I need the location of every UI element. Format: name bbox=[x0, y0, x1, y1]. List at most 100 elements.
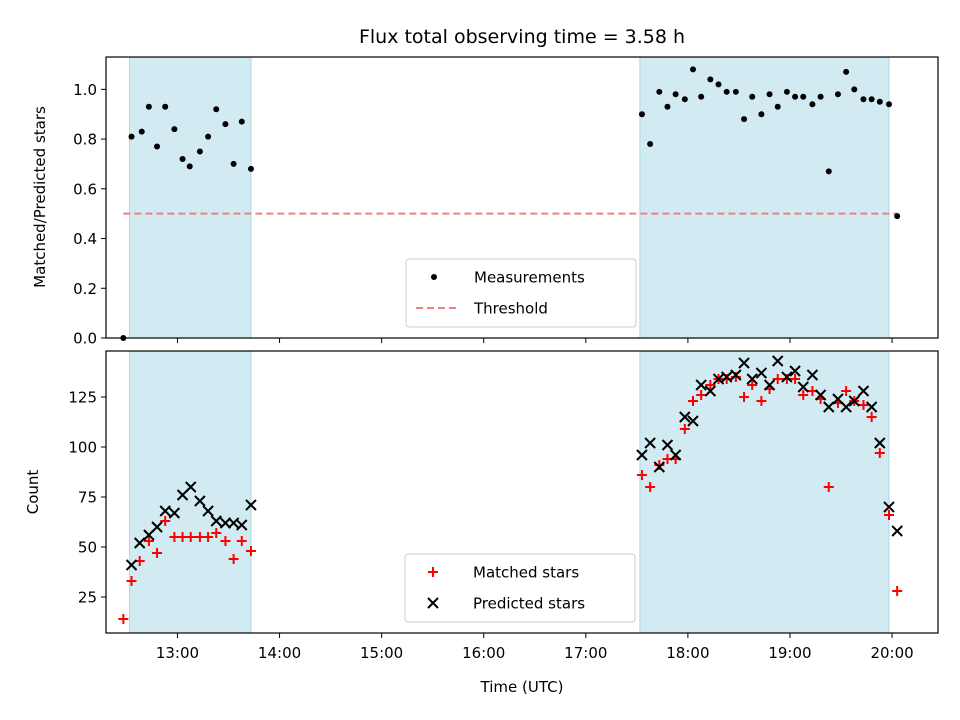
matched-star-point bbox=[866, 412, 877, 422]
measurement-point bbox=[656, 88, 663, 95]
matched-star-point bbox=[874, 448, 885, 458]
predicted-star-point bbox=[168, 507, 181, 519]
matched-star-point bbox=[772, 374, 783, 384]
predicted-star-point bbox=[781, 371, 793, 383]
predicted-star-point bbox=[720, 371, 733, 383]
matched-star-point bbox=[798, 390, 809, 400]
measurement-point bbox=[689, 66, 696, 73]
measurement-point bbox=[222, 121, 229, 128]
measurement-point bbox=[205, 133, 212, 140]
matched-star-point bbox=[185, 532, 196, 542]
predicted-star-point bbox=[219, 517, 232, 529]
y-tick-label: 25 bbox=[78, 589, 97, 607]
observing-interval-band bbox=[639, 56, 890, 339]
matched-star-point bbox=[236, 536, 247, 546]
predicted-star-point bbox=[695, 379, 707, 391]
observing-interval-band bbox=[128, 56, 252, 339]
chart-title: Flux total observing time = 3.58 h bbox=[359, 26, 685, 48]
measurement-point bbox=[792, 93, 799, 100]
x-tick-label: 17:00 bbox=[564, 644, 607, 662]
matched-star-point bbox=[220, 536, 231, 546]
measurement-point bbox=[758, 111, 765, 118]
measurement-point bbox=[800, 93, 807, 100]
measurement-point bbox=[732, 88, 739, 95]
measurement-point bbox=[154, 143, 161, 150]
axes-frame bbox=[105, 56, 939, 339]
y-tick-label: 100 bbox=[68, 439, 97, 457]
predicted-star-point bbox=[151, 521, 163, 533]
predicted-star-point bbox=[236, 519, 248, 531]
matched-star-point bbox=[687, 396, 698, 406]
measurement-point bbox=[707, 76, 714, 83]
predicted-star-point bbox=[210, 515, 222, 527]
x-tick-label: 16:00 bbox=[462, 644, 505, 662]
measurement-point bbox=[664, 103, 671, 110]
legend-measurement-marker bbox=[431, 274, 437, 280]
predicted-star-point bbox=[245, 499, 257, 511]
measurement-point bbox=[186, 163, 193, 170]
predicted-star-point bbox=[772, 355, 784, 367]
y-tick-label: 0.2 bbox=[73, 280, 97, 298]
predicted-star-point bbox=[644, 437, 656, 449]
matched-star-point bbox=[636, 470, 647, 480]
x-axis-label: Time (UTC) bbox=[480, 678, 564, 696]
top-y-axis-label: Matched/Predicted stars bbox=[31, 106, 49, 288]
measurement-point bbox=[247, 165, 254, 172]
matched-star-point bbox=[143, 536, 154, 546]
predicted-star-point bbox=[704, 385, 717, 397]
matched-star-point bbox=[118, 614, 129, 624]
measurement-point bbox=[843, 68, 850, 75]
measurement-point bbox=[138, 128, 145, 135]
x-tick-label: 19:00 bbox=[768, 644, 811, 662]
measurement-point bbox=[741, 116, 748, 123]
measurement-point bbox=[766, 91, 773, 98]
matched-star-point bbox=[739, 392, 750, 402]
matched-star-point bbox=[152, 548, 163, 558]
y-tick-label: 75 bbox=[78, 489, 97, 507]
legend-label: Predicted stars bbox=[473, 595, 585, 613]
predicted-star-point bbox=[840, 401, 852, 413]
measurement-point bbox=[774, 103, 781, 110]
predicted-star-point bbox=[738, 357, 750, 369]
measurement-point bbox=[179, 155, 186, 162]
matched-star-point bbox=[211, 528, 222, 538]
predicted-star-point bbox=[125, 559, 138, 571]
matched-star-point bbox=[747, 380, 758, 390]
measurement-point bbox=[825, 168, 832, 175]
measurement-point bbox=[783, 88, 790, 95]
y-tick-label: 0.8 bbox=[73, 131, 97, 149]
x-tick-label: 15:00 bbox=[360, 644, 403, 662]
predicted-star-point bbox=[185, 481, 197, 493]
bottom-y-axis-label: Count bbox=[24, 470, 42, 515]
measurement-point bbox=[876, 98, 883, 105]
y-tick-label: 0.6 bbox=[73, 180, 97, 198]
measurement-point bbox=[213, 106, 220, 113]
predicted-star-point bbox=[730, 369, 742, 381]
matched-star-point bbox=[756, 396, 767, 406]
y-tick-label: 125 bbox=[68, 389, 97, 407]
x-tick-label: 18:00 bbox=[666, 644, 709, 662]
predicted-star-point bbox=[823, 401, 835, 413]
matched-star-point bbox=[841, 386, 852, 396]
legend-matched-marker bbox=[428, 567, 438, 577]
legend-box bbox=[405, 258, 637, 328]
matched-star-point bbox=[858, 400, 869, 410]
legend: Measurements Threshold bbox=[405, 258, 637, 328]
predicted-star-point bbox=[679, 411, 691, 423]
predicted-star-point bbox=[133, 537, 146, 549]
predicted-star-point bbox=[883, 501, 895, 513]
y-tick-label: 1.0 bbox=[73, 81, 97, 99]
legend-label: Matched stars bbox=[473, 564, 579, 582]
predicted-star-point bbox=[797, 381, 809, 393]
measurement-point bbox=[809, 101, 816, 108]
legend-label: Measurements bbox=[474, 269, 585, 287]
predicted-star-point bbox=[763, 379, 776, 391]
legend-box bbox=[404, 553, 636, 623]
predicted-star-point bbox=[653, 461, 666, 473]
observing-interval-band bbox=[639, 350, 890, 634]
predicted-star-point bbox=[755, 367, 768, 379]
measurement-point bbox=[672, 91, 679, 98]
predicted-star-point bbox=[202, 505, 214, 517]
measurement-point bbox=[817, 93, 824, 100]
